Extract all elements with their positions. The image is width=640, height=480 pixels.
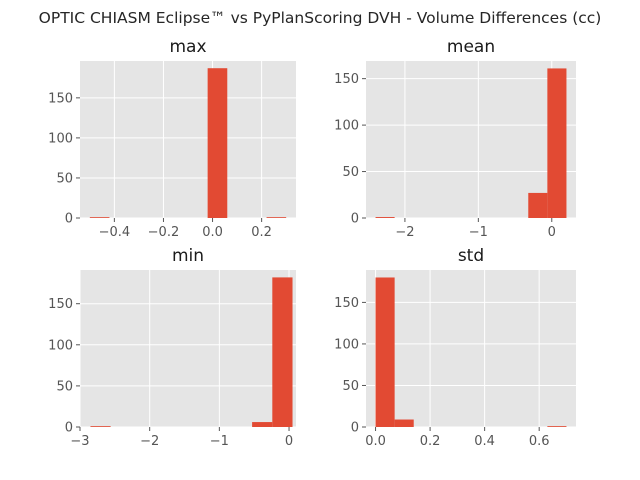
bar-std-9 [547,426,567,427]
ytick-label-std-0: 0 [351,421,359,436]
bar-min-9 [272,277,293,427]
ytick-label-min-3: 150 [48,297,73,312]
bar-mean-0 [375,217,395,218]
xtick-label-std-3: 0.6 [529,434,550,449]
xtick-label-mean-0: −2 [395,225,414,240]
panel-title-mean: mean [447,37,495,57]
xtick-label-max-3: 0.2 [251,225,272,240]
ytick-label-max-2: 100 [48,131,73,146]
xtick-label-min-1: −2 [140,434,159,449]
panel-mean: −2 −1 0 0 50 100 150 mean [334,37,576,240]
ytick-label-mean-0: 0 [351,212,359,227]
ytick-label-std-1: 50 [342,379,359,394]
ytick-label-mean-2: 100 [334,119,359,134]
ytick-label-min-1: 50 [56,379,73,394]
panel-min: −3 −2 −1 0 0 50 100 150 min [48,246,296,449]
bar-max-9 [266,217,287,218]
ytick-label-min-2: 100 [48,338,73,353]
bar-std-1 [394,419,414,427]
xtick-label-min-3: 0 [285,434,293,449]
bar-mean-9 [547,68,567,219]
panel-title-min: min [172,246,204,266]
ytick-label-max-1: 50 [56,171,73,186]
xtick-label-std-0: 0.0 [365,434,386,449]
xtick-label-mean-2: 0 [548,225,556,240]
xtick-label-std-2: 0.4 [474,434,495,449]
ytick-label-max-0: 0 [65,212,73,227]
panel-std: 0.0 0.2 0.4 0.6 0 50 100 150 std [334,246,576,449]
xtick-label-std-1: 0.2 [420,434,441,449]
xtick-label-min-0: −3 [70,434,89,449]
panel-title-std: std [458,246,484,266]
bar-min-8 [252,422,273,427]
ytick-label-mean-3: 150 [334,72,359,87]
ytick-label-std-3: 150 [334,296,359,311]
figure-title: OPTIC CHIASM Eclipse™ vs PyPlanScoring D… [39,9,602,27]
xtick-label-max-2: 0.0 [202,225,223,240]
xtick-label-max-1: −0.2 [148,225,180,240]
bar-max-6 [207,68,228,218]
plot-area-max [80,61,296,218]
xtick-label-min-2: −1 [210,434,229,449]
bar-max-0 [89,217,110,218]
xtick-label-max-0: −0.4 [99,225,131,240]
plot-area-mean [366,61,576,218]
ytick-label-std-2: 100 [334,337,359,352]
plot-area-min [80,270,296,427]
xtick-label-mean-1: −1 [469,225,488,240]
ytick-label-max-3: 150 [48,91,73,106]
ytick-label-min-0: 0 [65,421,73,436]
plot-area-std [366,270,576,427]
bar-std-0 [375,277,395,427]
ytick-label-mean-1: 50 [342,165,359,180]
panel-title-max: max [169,37,206,57]
bar-mean-8 [528,192,548,218]
bar-min-0 [90,426,111,427]
panel-max: −0.4 −0.2 0.0 0.2 0 50 100 150 max [48,37,296,240]
